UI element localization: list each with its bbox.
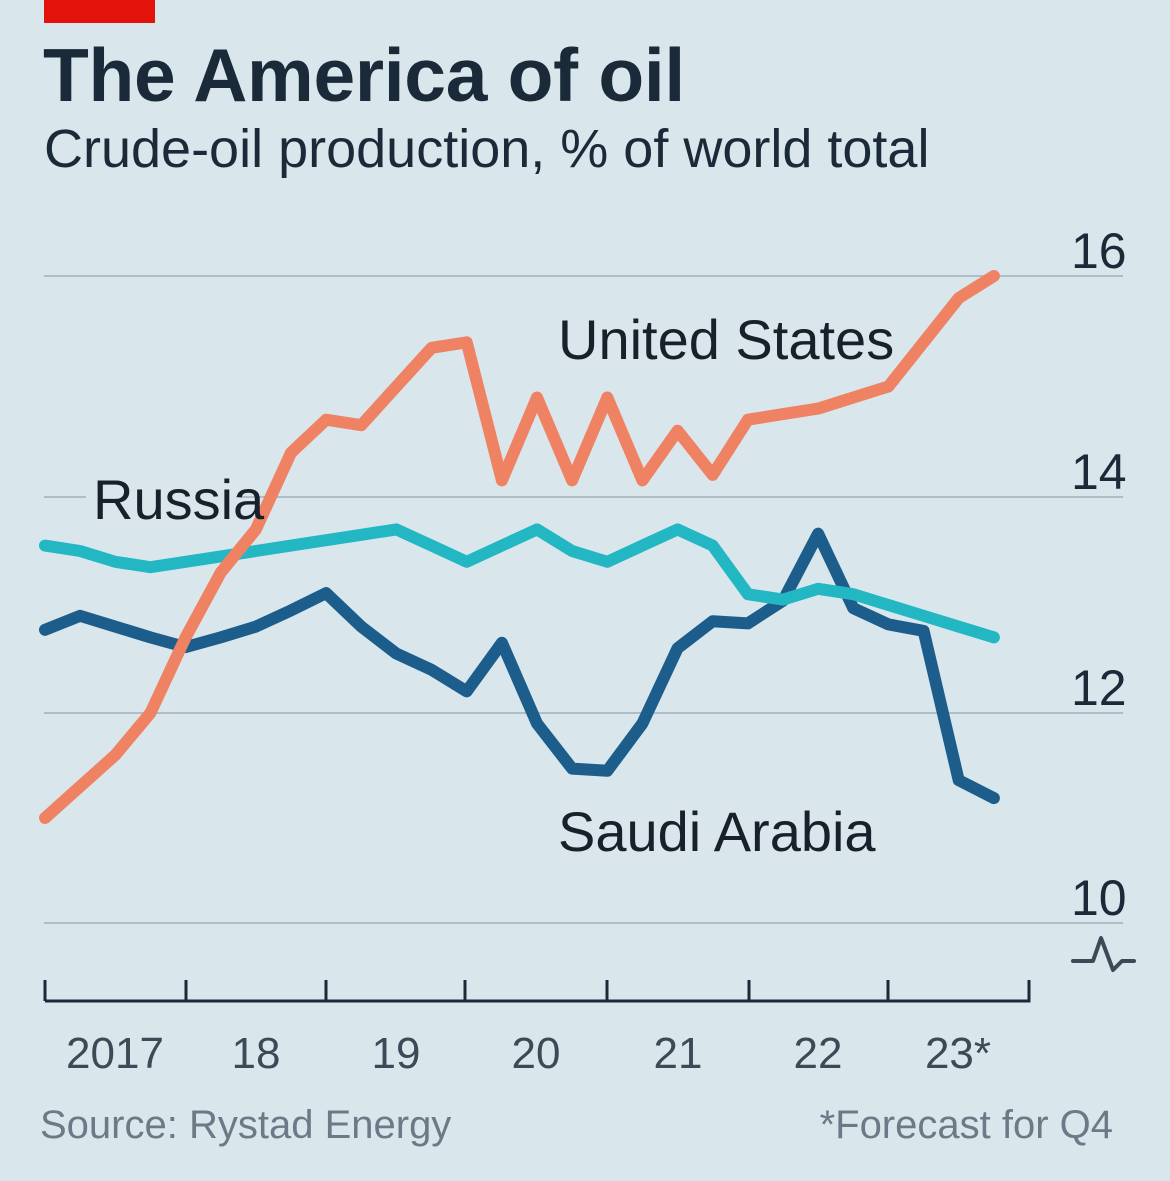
svg-text:18: 18 (232, 1029, 281, 1078)
svg-text:2017: 2017 (66, 1029, 164, 1078)
svg-text:21: 21 (654, 1029, 703, 1078)
svg-text:16: 16 (1071, 223, 1127, 279)
svg-text:20: 20 (512, 1029, 561, 1078)
svg-text:23*: 23* (925, 1029, 991, 1078)
svg-text:10: 10 (1071, 870, 1127, 926)
svg-text:Russia: Russia (93, 468, 265, 531)
svg-text:14: 14 (1071, 444, 1127, 500)
svg-text:22: 22 (794, 1029, 843, 1078)
svg-text:12: 12 (1071, 660, 1127, 716)
svg-text:19: 19 (372, 1029, 421, 1078)
svg-text:United States: United States (558, 308, 894, 371)
svg-text:*Forecast for Q4: *Forecast for Q4 (820, 1103, 1113, 1147)
svg-text:Source: Rystad Energy: Source: Rystad Energy (40, 1103, 451, 1147)
svg-text:Saudi Arabia: Saudi Arabia (558, 800, 876, 863)
